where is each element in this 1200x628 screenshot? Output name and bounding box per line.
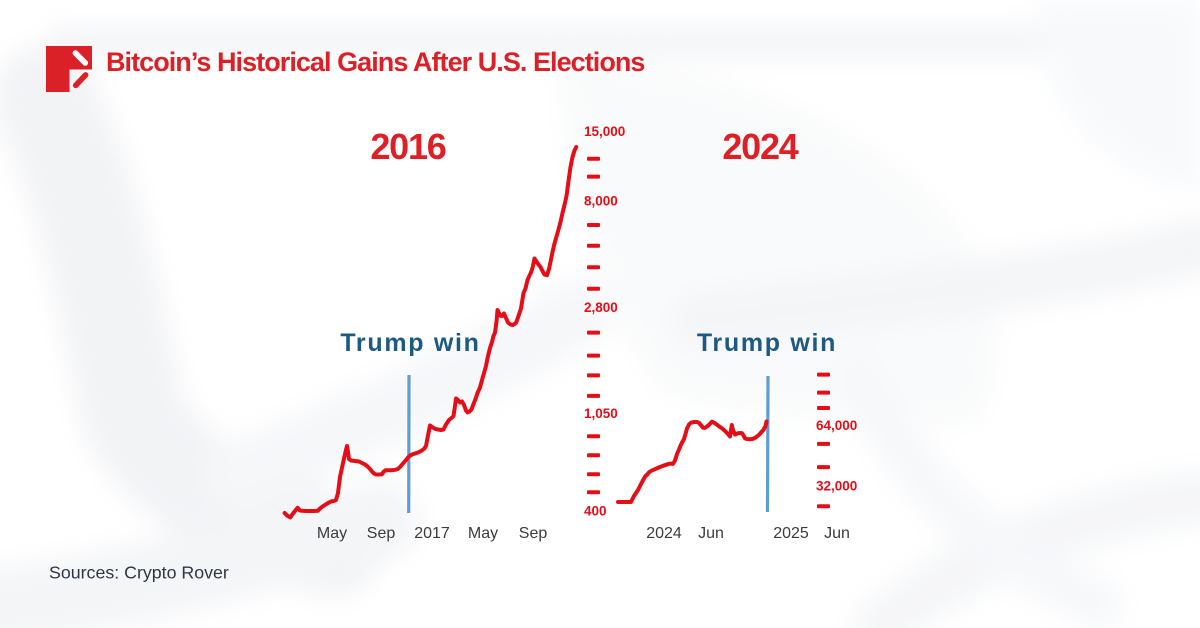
svg-text:2024: 2024 bbox=[722, 126, 798, 167]
svg-text:2025: 2025 bbox=[773, 525, 809, 542]
svg-text:8,000: 8,000 bbox=[584, 194, 618, 209]
svg-text:Jun: Jun bbox=[824, 525, 850, 542]
svg-text:Trump win: Trump win bbox=[697, 329, 837, 357]
svg-text:2017: 2017 bbox=[414, 525, 450, 542]
svg-text:1,050: 1,050 bbox=[584, 406, 618, 421]
svg-text:15,000: 15,000 bbox=[584, 124, 625, 139]
svg-text:Sep: Sep bbox=[519, 525, 548, 542]
svg-text:Bitcoin’s Historical Gains Aft: Bitcoin’s Historical Gains After U.S. El… bbox=[106, 47, 645, 77]
svg-text:May: May bbox=[317, 525, 347, 542]
svg-text:Sources: Crypto Rover: Sources: Crypto Rover bbox=[49, 563, 229, 583]
svg-text:400: 400 bbox=[584, 504, 607, 519]
svg-text:Jun: Jun bbox=[698, 525, 724, 542]
svg-text:2016: 2016 bbox=[370, 126, 445, 167]
svg-text:Trump win: Trump win bbox=[340, 329, 480, 357]
svg-text:64,000: 64,000 bbox=[816, 418, 857, 433]
svg-text:May: May bbox=[468, 525, 498, 542]
svg-text:2024: 2024 bbox=[646, 525, 682, 542]
svg-text:32,000: 32,000 bbox=[816, 478, 857, 493]
svg-text:2,800: 2,800 bbox=[584, 300, 618, 315]
svg-text:Sep: Sep bbox=[367, 525, 396, 542]
